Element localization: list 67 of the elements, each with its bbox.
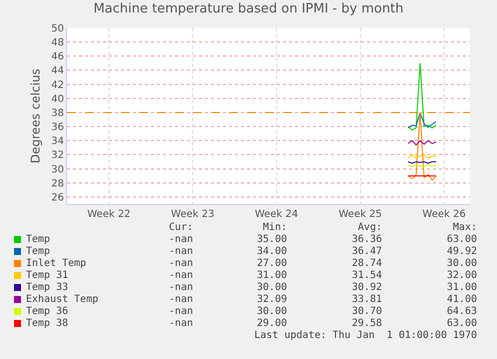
text: 36.47 <box>352 246 382 258</box>
text: 32.00 <box>446 270 477 282</box>
text: 30.00 <box>256 306 287 318</box>
legend-label: Temp <box>26 234 50 246</box>
x-tick-label: Week 24 <box>254 209 298 220</box>
text: 29.00 <box>256 318 287 330</box>
text: -nan <box>168 318 193 330</box>
text: 36.36 <box>352 234 382 246</box>
y-tick-label: 46 <box>51 52 64 63</box>
y-tick-label: 32 <box>51 150 64 162</box>
y-tick-label: 48 <box>51 38 64 49</box>
text: Min: <box>262 222 287 234</box>
legend-label: Temp 38 <box>26 318 68 330</box>
text: 64.63 <box>446 306 477 318</box>
text: 34.00 <box>256 246 287 258</box>
text: Cur: <box>168 222 193 234</box>
text: Avg: <box>358 222 382 234</box>
text: 35.00 <box>256 234 287 246</box>
legend-label: Exhaust Temp <box>26 294 98 306</box>
text: -nan <box>168 294 193 306</box>
chart-title: Machine temperature based on IPMI - by month <box>93 1 404 16</box>
text: -nan <box>168 270 193 282</box>
text: 63.00 <box>446 234 477 246</box>
y-tick-label: 36 <box>51 122 64 134</box>
y-tick-label: 38 <box>51 108 64 119</box>
text: 30.92 <box>352 282 382 294</box>
text: -nan <box>168 282 193 294</box>
text: 63.00 <box>446 318 477 330</box>
text: Last update: Thu Jan 1 01:00:00 1970 <box>254 330 477 342</box>
x-tick-label: Week 26 <box>422 209 466 220</box>
text: -nan <box>168 234 193 246</box>
legend-label: Temp 33 <box>26 282 68 294</box>
legend-label: Temp 36 <box>26 306 68 318</box>
y-tick-label: 26 <box>51 192 64 204</box>
text: 33.81 <box>352 294 382 306</box>
text: Max: <box>452 222 477 234</box>
y-tick-label: 42 <box>51 80 64 91</box>
text: -nan <box>168 246 193 258</box>
y-tick-label: 30 <box>51 164 64 176</box>
line-series <box>408 112 437 128</box>
y-tick-label: 40 <box>51 94 64 105</box>
text: 27.00 <box>256 258 287 270</box>
y-tick-label: 34 <box>51 136 64 148</box>
text: 49.92 <box>446 246 477 258</box>
x-tick-label: Week 22 <box>87 209 131 220</box>
text: 31.54 <box>352 270 382 282</box>
legend-label: Temp <box>26 246 50 258</box>
y-tick-label: 50 <box>51 24 64 34</box>
y-tick-label: 28 <box>51 178 64 190</box>
text: 31.00 <box>256 270 287 282</box>
line-series <box>408 62 437 131</box>
text: 29.58 <box>352 318 382 330</box>
text: 32.09 <box>256 294 287 306</box>
y-axis-title: Degrees celcius <box>28 68 43 164</box>
text: 30.00 <box>256 282 287 294</box>
x-tick-label: Week 23 <box>171 209 214 220</box>
x-tick-label: Week 25 <box>338 209 382 220</box>
text: 30.00 <box>446 258 477 270</box>
text: 41.00 <box>446 294 477 306</box>
text: 28.74 <box>352 258 382 270</box>
y-tick-label: 44 <box>51 66 64 77</box>
text: 31.00 <box>446 282 477 294</box>
text: -nan <box>168 306 193 318</box>
legend-label: Temp 31 <box>26 270 68 282</box>
text: 30.70 <box>352 306 382 318</box>
legend-label: Inlet Temp <box>26 258 86 270</box>
text: -nan <box>168 258 193 270</box>
